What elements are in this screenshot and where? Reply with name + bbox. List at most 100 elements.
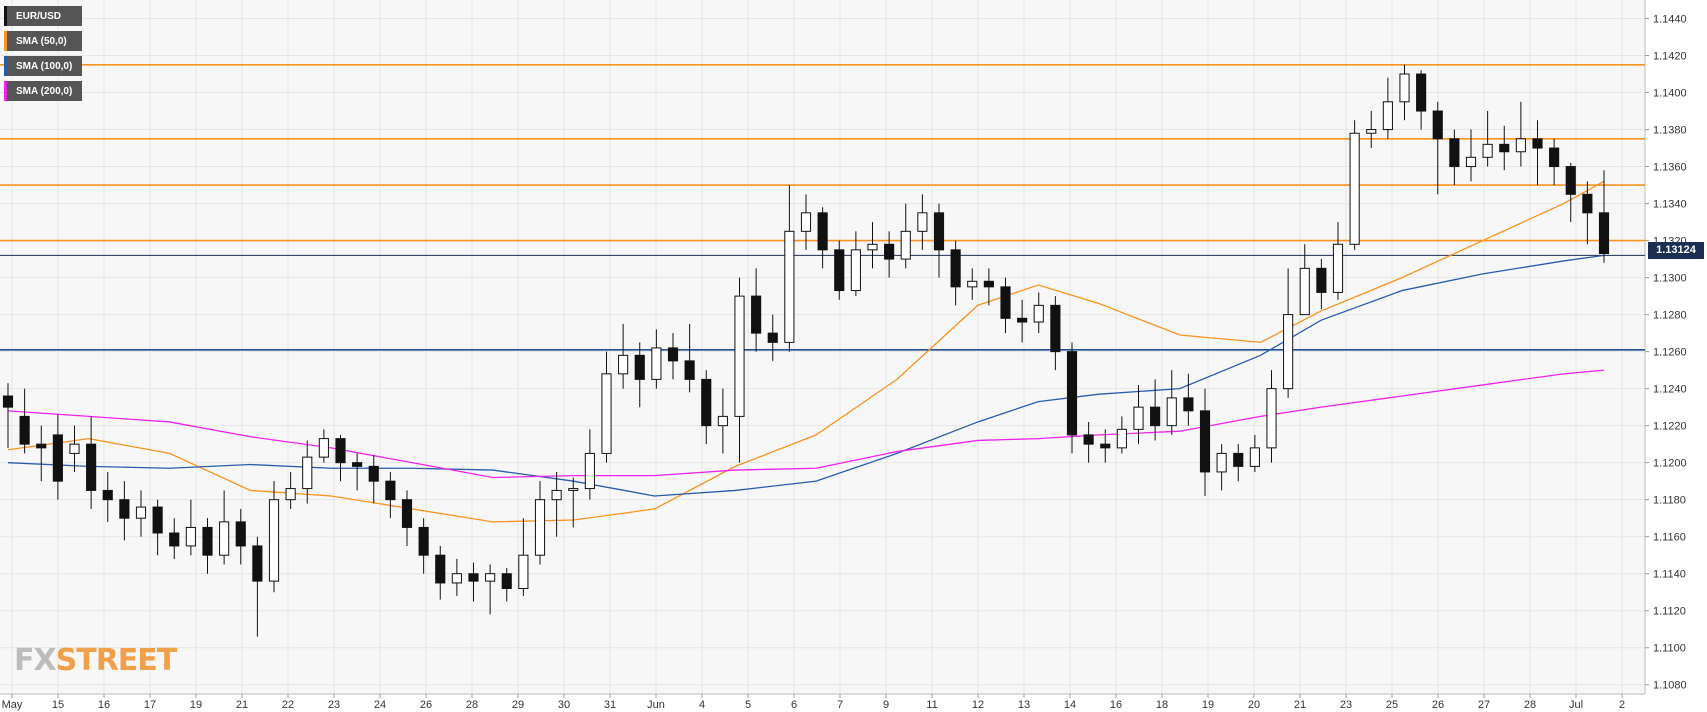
candle-body (717, 415, 728, 427)
candle-body (1316, 267, 1327, 293)
x-tick-label: 31 (604, 699, 616, 711)
y-tick-label: 1.1240 (1653, 384, 1687, 396)
candle-body (19, 415, 30, 445)
legend-item-sma100[interactable]: SMA (100,0) (4, 56, 83, 76)
candle-body (651, 347, 662, 380)
x-tick-label: 20 (1248, 699, 1260, 711)
y-tick-label: 1.1340 (1653, 199, 1687, 211)
x-tick-label: 11 (926, 699, 937, 711)
candle-body (1017, 317, 1028, 323)
candle-body (800, 212, 812, 232)
x-tick-label: 16 (1110, 699, 1122, 711)
chart-legend: EUR/USD SMA (50,0) SMA (100,0) SMA (200,… (4, 6, 83, 101)
candle-body (335, 438, 346, 464)
candle-body (1150, 406, 1161, 427)
candle-body (152, 506, 163, 534)
candle-body (1515, 138, 1526, 153)
x-tick-label: Jul (1569, 699, 1583, 711)
candle-body (435, 554, 446, 584)
candle-body (950, 249, 961, 288)
logo-part-street: STREET (55, 643, 178, 678)
legend-swatch (4, 81, 7, 101)
x-tick-label: 21 (236, 699, 248, 711)
candle-body (219, 521, 230, 556)
candle-body (884, 243, 895, 260)
candle-body (1598, 212, 1610, 255)
candle-body (318, 438, 329, 458)
candle-body (784, 230, 795, 343)
candle-body (817, 212, 828, 251)
candle-body (169, 532, 180, 547)
candle-body (252, 545, 263, 582)
x-tick-label: 25 (1386, 699, 1398, 711)
candle-body (1216, 452, 1227, 473)
candle-body (1465, 156, 1477, 168)
candle-body (1582, 193, 1593, 214)
y-tick-label: 1.1080 (1653, 680, 1687, 692)
candle-body (285, 488, 296, 501)
candle-body (1233, 452, 1244, 467)
candle-body (485, 573, 496, 582)
candle-body (584, 452, 595, 490)
legend-swatch (4, 31, 7, 51)
candle-body (451, 573, 462, 584)
y-tick-label: 1.1120 (1653, 606, 1686, 618)
candle-body (368, 465, 379, 482)
candle-body (1565, 166, 1576, 195)
candle-body (1299, 267, 1310, 316)
x-tick-label: 19 (1202, 699, 1214, 711)
candle-body (1183, 397, 1194, 412)
legend-item-eurusd[interactable]: EUR/USD (4, 6, 83, 26)
y-tick-label: 1.1360 (1653, 162, 1687, 174)
candle-body (1083, 434, 1094, 445)
y-tick-label: 1.1140 (1653, 569, 1686, 581)
candle-body (1332, 243, 1344, 293)
candle-body (684, 360, 695, 380)
x-tick-label: 28 (466, 699, 478, 711)
x-tick-label: 17 (144, 699, 156, 711)
candle-body (850, 249, 861, 292)
candle-body (1133, 406, 1144, 430)
x-tick-label: 27 (1478, 699, 1490, 711)
candle-body (1050, 304, 1061, 353)
y-tick-label: 1.1280 (1653, 310, 1687, 322)
candle-body (767, 332, 778, 343)
candle-body (701, 378, 712, 427)
candle-body (1283, 314, 1294, 390)
legend-item-sma50[interactable]: SMA (50,0) (4, 31, 83, 51)
candle-body (36, 443, 47, 449)
candle-body (185, 526, 196, 547)
x-tick-label: 24 (374, 699, 386, 711)
x-tick-label: 5 (745, 699, 751, 711)
candle-body (618, 354, 629, 375)
candle-body (1366, 129, 1377, 134)
candle-body (568, 488, 579, 491)
candle-body (601, 373, 612, 454)
x-tick-label: 4 (699, 699, 705, 711)
y-tick-label: 1.1160 (1653, 532, 1686, 544)
candle-body (1382, 101, 1393, 131)
candle-body (1482, 143, 1493, 158)
x-tick-label: 6 (791, 699, 797, 711)
candle-body (418, 526, 429, 556)
y-tick-label: 1.1260 (1653, 347, 1687, 359)
legend-item-sma200[interactable]: SMA (200,0) (4, 81, 83, 101)
y-tick-label: 1.1380 (1653, 125, 1687, 137)
candle-body (401, 499, 413, 528)
candle-body (119, 499, 130, 519)
sma-line (7, 369, 1605, 479)
candle-body (1266, 388, 1277, 449)
candle-body (1449, 138, 1460, 168)
candle-body (2, 395, 14, 408)
candle-body (667, 347, 679, 362)
candle-body (52, 434, 63, 482)
candle-body (1033, 304, 1044, 323)
logo-part-fx: FX (14, 643, 57, 678)
legend-label: SMA (50,0) (16, 35, 67, 47)
y-tick-label: 1.1400 (1653, 88, 1687, 100)
candle-body (917, 212, 928, 232)
plot-background (0, 0, 1645, 694)
candle-body (900, 230, 911, 260)
